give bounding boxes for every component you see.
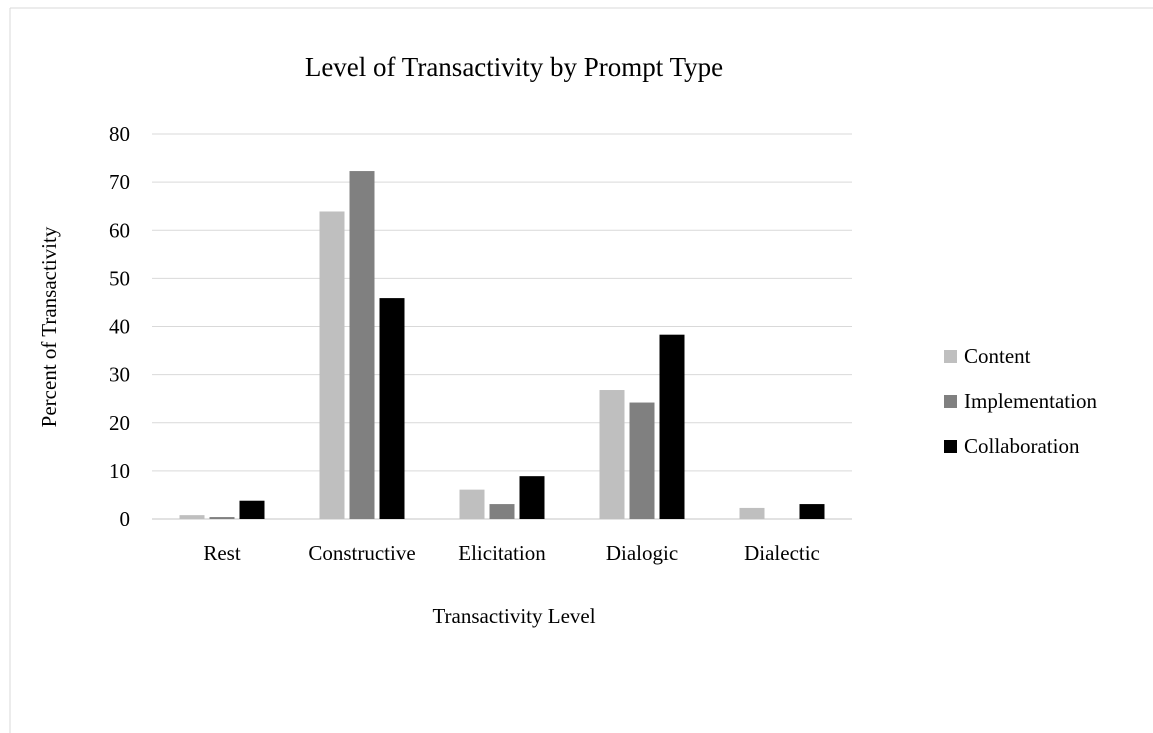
x-tick-label: Constructive bbox=[308, 541, 415, 565]
legend-label-collaboration: Collaboration bbox=[964, 434, 1080, 458]
x-tick-label: Elicitation bbox=[458, 541, 546, 565]
bar-implementation-rest bbox=[209, 517, 235, 519]
bar-collaboration-dialogic bbox=[659, 334, 685, 519]
chart-title: Level of Transactivity by Prompt Type bbox=[305, 52, 723, 82]
y-tick-label: 50 bbox=[109, 266, 130, 290]
legend-label-content: Content bbox=[964, 344, 1031, 368]
bar-collaboration-dialectic bbox=[799, 504, 825, 519]
legend-swatch-collaboration bbox=[944, 440, 957, 453]
bar-content-constructive bbox=[319, 211, 345, 519]
y-tick-label: 10 bbox=[109, 459, 130, 483]
y-tick-label: 40 bbox=[109, 315, 130, 339]
gridlines bbox=[152, 133, 852, 520]
bar-collaboration-rest bbox=[239, 500, 265, 519]
x-tick-label: Rest bbox=[203, 541, 241, 565]
x-tick-label: Dialectic bbox=[744, 541, 820, 565]
legend: Content Implementation Collaboration bbox=[944, 344, 1097, 458]
bar-collaboration-elicitation bbox=[519, 476, 545, 519]
legend-label-implementation: Implementation bbox=[964, 389, 1097, 413]
x-axis-title: Transactivity Level bbox=[432, 604, 595, 628]
bar-implementation-constructive bbox=[349, 171, 375, 519]
legend-swatch-content bbox=[944, 350, 957, 363]
bar-content-elicitation bbox=[459, 489, 485, 519]
y-tick-label: 20 bbox=[109, 411, 130, 435]
y-tick-label: 70 bbox=[109, 170, 130, 194]
y-tick-label: 30 bbox=[109, 363, 130, 387]
bar-implementation-elicitation bbox=[489, 504, 515, 519]
y-tick-label: 60 bbox=[109, 218, 130, 242]
y-tick-label: 80 bbox=[109, 122, 130, 146]
legend-swatch-implementation bbox=[944, 395, 957, 408]
x-tick-label: Dialogic bbox=[606, 541, 678, 565]
bars bbox=[179, 171, 825, 519]
y-axis-title: Percent of Transactivity bbox=[37, 226, 61, 427]
y-tick-label: 0 bbox=[120, 507, 131, 531]
bar-implementation-dialogic bbox=[629, 402, 655, 519]
bar-content-dialectic bbox=[739, 507, 765, 519]
bar-content-rest bbox=[179, 515, 205, 519]
bar-content-dialogic bbox=[599, 390, 625, 519]
y-axis-ticks: 0 10 20 30 40 50 60 70 80 bbox=[109, 122, 130, 531]
bar-collaboration-constructive bbox=[379, 298, 405, 519]
x-axis-ticks: Rest Constructive Elicitation Dialogic Diale… bbox=[203, 541, 820, 565]
